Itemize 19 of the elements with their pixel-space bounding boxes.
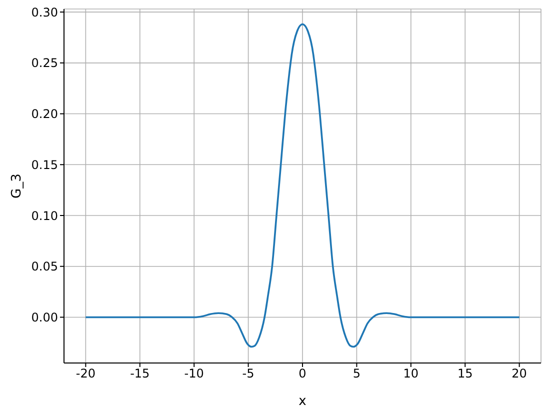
y-tick-label: 0.30 [31,5,58,20]
y-tick-label: 0.20 [31,107,58,122]
y-tick-label: 0.00 [31,310,58,324]
x-tick-label: -15 [130,366,150,381]
y-tick-label: 0.10 [31,208,58,223]
x-tick-label: 0 [298,366,306,381]
x-tick-label: -10 [184,366,204,381]
y-tick-label: 0.15 [31,158,58,172]
x-tick-label: -5 [242,366,254,381]
y-tick-label: 0.05 [31,260,58,274]
line-series [84,23,520,348]
x-tick-label: 20 [512,366,527,381]
y-axis-title: G_3 [10,174,25,198]
x-tick-label: 15 [457,366,473,381]
x-tick-label: -20 [76,366,96,381]
y-tick-label: 0.25 [31,56,58,70]
x-tick-label: 10 [403,366,419,381]
x-axis-title: x [298,394,307,409]
x-tick-label: 5 [352,366,361,381]
